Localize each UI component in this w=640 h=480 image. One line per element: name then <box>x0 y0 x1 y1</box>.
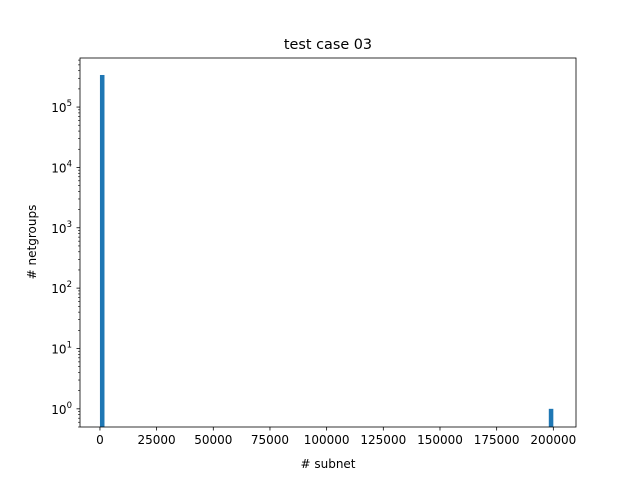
histogram-bar <box>99 74 105 427</box>
y-tick-label: 100 <box>51 401 72 417</box>
y-tick-label: 102 <box>51 280 72 296</box>
x-axis-title: # subnet <box>300 457 355 471</box>
bars-group <box>99 74 554 427</box>
x-tick-label: 100000 <box>304 433 350 447</box>
x-axis-ticks: 0 25000 50000 75000 100000 125000 150000 175000… <box>96 427 576 447</box>
x-tick-label: 0 <box>96 433 104 447</box>
chart-title: test case 03 <box>284 37 372 53</box>
plot-frame <box>79 57 577 428</box>
x-tick-label: 75000 <box>251 433 289 447</box>
y-tick-label: 103 <box>51 220 72 236</box>
x-tick-label: 200000 <box>530 433 576 447</box>
y-tick-label: 105 <box>51 99 72 115</box>
x-tick-label: 50000 <box>194 433 232 447</box>
y-axis-title: # netgroups <box>25 205 39 280</box>
x-tick-label: 125000 <box>360 433 406 447</box>
x-tick-label: 25000 <box>138 433 176 447</box>
x-tick-label: 150000 <box>417 433 463 447</box>
x-tick-label: 175000 <box>474 433 520 447</box>
y-axis-ticks: 100 101 102 103 104 105 <box>51 59 80 428</box>
y-tick-label: 104 <box>51 159 72 175</box>
y-tick-label: 101 <box>51 340 72 356</box>
histogram-bar <box>548 408 554 427</box>
